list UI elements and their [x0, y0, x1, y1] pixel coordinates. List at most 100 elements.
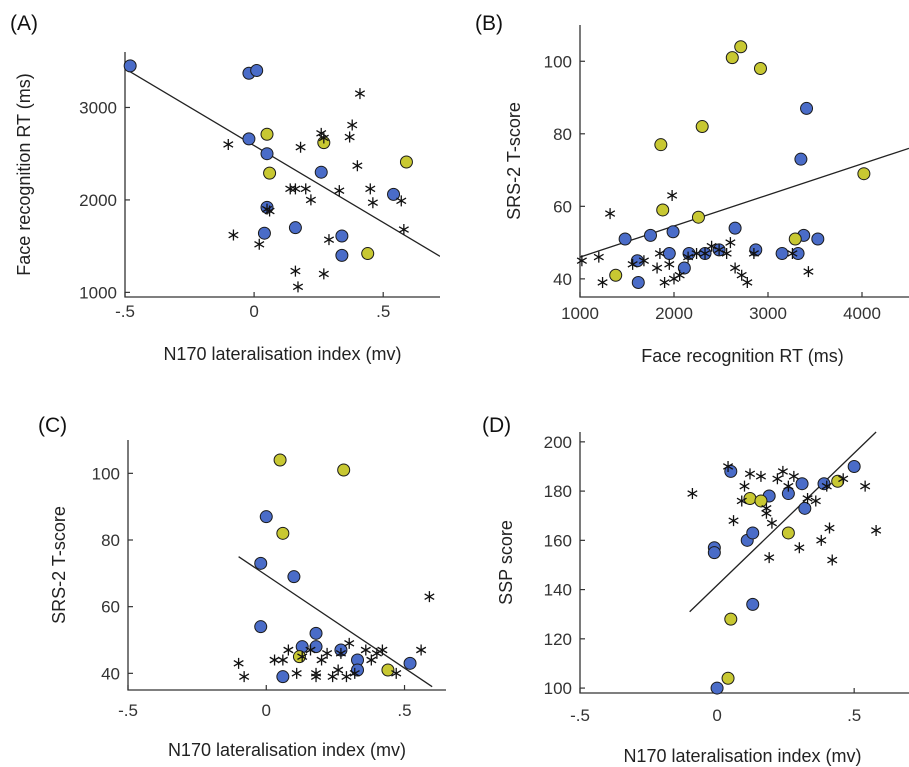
star-point	[295, 141, 306, 153]
star-point	[772, 473, 783, 485]
circle-yellow-point	[656, 203, 670, 217]
y-tick-label: 80	[101, 531, 120, 550]
star-point	[802, 492, 813, 504]
star-point	[659, 276, 670, 288]
circle-yellow-point	[753, 62, 767, 76]
panel-label: (C)	[38, 414, 67, 437]
circle-blue-point	[259, 510, 273, 524]
circle-yellow-point	[788, 232, 802, 246]
x-tick-label: 3000	[749, 304, 787, 323]
star-point	[654, 247, 665, 259]
star-point	[341, 671, 352, 683]
star-point	[264, 205, 275, 217]
panel-label: (D)	[482, 414, 511, 437]
star-point	[290, 183, 301, 195]
circle-blue-point	[707, 546, 721, 560]
y-tick-label: 60	[553, 197, 572, 216]
star-point	[297, 651, 308, 663]
star-point	[691, 247, 702, 259]
star-point	[292, 281, 304, 293]
circle-yellow-point	[260, 127, 274, 141]
circle-blue-point	[287, 570, 301, 584]
circle-blue-point	[335, 248, 349, 262]
axis-lines	[124, 52, 440, 298]
star-point	[291, 667, 302, 679]
circle-blue-point	[746, 526, 760, 540]
x-tick-label: -.5	[115, 302, 135, 321]
star-point	[344, 131, 355, 143]
star-point	[748, 247, 759, 259]
circle-blue-point	[250, 63, 264, 77]
y-tick-label: 120	[544, 630, 572, 649]
circle-blue-point	[254, 556, 268, 570]
circle-blue-point	[309, 626, 323, 640]
star-point	[604, 208, 616, 220]
star-point	[277, 654, 288, 666]
star-point	[310, 667, 322, 679]
x-tick-label: .5	[397, 701, 411, 720]
star-point	[352, 160, 363, 172]
star-point	[223, 138, 234, 150]
circle-yellow-point	[276, 526, 290, 540]
star-point	[725, 237, 736, 249]
star-point	[816, 534, 827, 546]
circle-blue-point	[666, 225, 680, 239]
regression-line	[238, 556, 433, 688]
circle-yellow-point	[609, 268, 623, 282]
panel-label: (A)	[10, 12, 38, 35]
y-tick-label: 40	[101, 664, 120, 683]
star-point	[667, 189, 678, 201]
star-point	[290, 265, 301, 277]
circle-blue-point	[677, 261, 691, 275]
star-point	[367, 197, 378, 209]
circle-blue-point	[847, 459, 861, 473]
star-point	[318, 132, 329, 144]
circle-blue-point	[746, 597, 760, 611]
circle-yellow-point	[273, 453, 287, 467]
x-axis-label: N170 lateralisation index (mv)	[168, 740, 406, 760]
circle-blue-point	[257, 226, 271, 240]
circle-yellow-point	[781, 526, 795, 540]
circle-blue-point	[314, 165, 328, 179]
star-point	[764, 552, 775, 564]
star-point	[354, 88, 366, 100]
star-point	[683, 251, 694, 263]
star-point	[576, 255, 587, 267]
star-point	[597, 276, 608, 288]
circle-blue-point	[618, 232, 632, 246]
star-point	[736, 269, 747, 281]
y-tick-label: 80	[553, 125, 572, 144]
circle-blue-point	[798, 501, 812, 515]
x-tick-label: .5	[376, 302, 390, 321]
y-tick-label: 100	[92, 464, 120, 483]
y-tick-label: 140	[544, 581, 572, 600]
circle-blue-point	[662, 246, 676, 260]
circle-blue-point	[794, 152, 808, 166]
star-point	[860, 480, 871, 492]
star-point	[787, 247, 798, 259]
circle-yellow-point	[831, 474, 845, 488]
axis-lines	[579, 432, 909, 694]
star-point	[305, 644, 316, 656]
regression-line	[580, 147, 909, 258]
star-point	[416, 644, 427, 656]
star-point	[794, 542, 805, 554]
y-tick-label: 200	[544, 433, 572, 452]
x-tick-label: 0	[249, 302, 258, 321]
x-tick-label: -.5	[118, 701, 138, 720]
circle-yellow-point	[399, 155, 413, 169]
circle-yellow-point	[691, 210, 705, 224]
star-point	[344, 637, 355, 649]
circle-blue-point	[123, 59, 137, 73]
circle-yellow-point	[263, 166, 277, 180]
star-point	[803, 266, 814, 278]
star-point	[377, 644, 388, 656]
star-point	[305, 194, 316, 206]
star-point	[283, 644, 294, 656]
circle-blue-point	[795, 477, 809, 491]
star-point	[239, 671, 250, 683]
circle-yellow-point	[381, 663, 395, 677]
y-axis-label: SRS-2 T-score	[504, 102, 524, 220]
star-point	[391, 667, 402, 679]
x-tick-label: 0	[262, 701, 271, 720]
